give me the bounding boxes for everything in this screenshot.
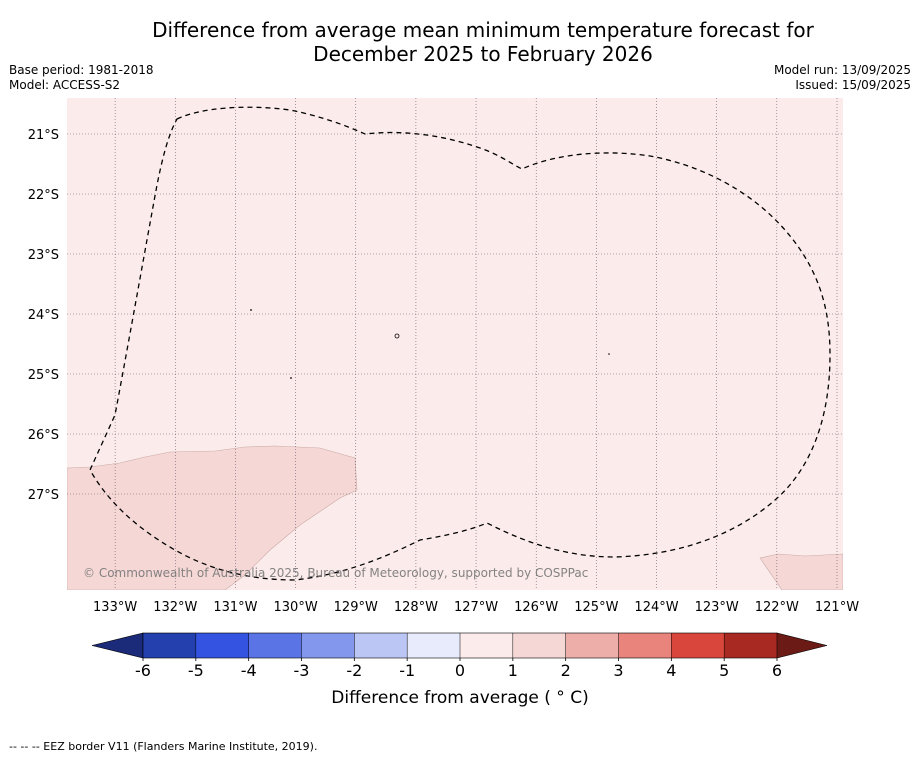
colorbar-swatch	[512, 633, 567, 658]
colorbar-tick-label: -6	[135, 661, 151, 680]
colorbar-swatch	[354, 633, 408, 658]
model-run: Model run: 13/09/2025	[773, 63, 911, 77]
latitude-label: 25°S	[28, 368, 59, 383]
colorbar-swatch	[618, 633, 672, 658]
colorbar-tick-label: 3	[613, 661, 623, 680]
issued-date: Issued: 15/09/2025	[795, 78, 911, 92]
colorbar-swatch	[724, 633, 778, 658]
longitude-label: 133°W	[93, 600, 137, 615]
colorbar-tick-label: -5	[188, 661, 204, 680]
colorbar-tick-label: 5	[719, 661, 729, 680]
colorbar-label: Difference from average ( ° C)	[331, 688, 589, 708]
longitude-label: 130°W	[274, 600, 318, 615]
longitude-label: 128°W	[394, 600, 438, 615]
longitude-label: 122°W	[755, 600, 799, 615]
eez-border-line	[89, 106, 831, 581]
latitude-labels: 21°S 22°S 23°S 24°S 25°S 26°S 27°S	[28, 128, 59, 503]
latitude-label: 24°S	[28, 308, 59, 323]
longitude-label: 121°W	[815, 600, 859, 615]
latitude-label: 21°S	[28, 128, 59, 143]
map-title: Difference from average mean minimum tem…	[0, 18, 919, 66]
colorbar-swatch	[671, 633, 725, 658]
colorbar-tick-label: 4	[666, 661, 676, 680]
colorbar-tick-label: 6	[772, 661, 782, 680]
latitude-label: 22°S	[28, 188, 59, 203]
longitude-label: 129°W	[334, 600, 378, 615]
anomaly-patch-southwest	[67, 445, 358, 590]
colorbar-over-arrow	[776, 632, 828, 659]
colorbar-swatch	[460, 633, 514, 658]
run-info: Model run: 13/09/2025 Issued: 15/09/2025	[774, 63, 911, 93]
model-name: Model: ACCESS-S2	[9, 78, 121, 92]
longitude-label: 127°W	[454, 600, 498, 615]
colorbar-tick-label: 2	[561, 661, 571, 680]
colorbar-swatch	[565, 633, 619, 658]
title-line-2: December 2025 to February 2026	[313, 42, 653, 66]
anomaly-patch-southeast	[759, 553, 843, 590]
colorbar-swatch	[407, 633, 461, 658]
longitude-label: 123°W	[695, 600, 739, 615]
island-marker	[394, 333, 400, 339]
title-line-1: Difference from average mean minimum tem…	[152, 18, 814, 42]
longitude-label: 131°W	[213, 600, 257, 615]
latitude-label: 23°S	[28, 248, 59, 263]
colorbar-tick-label: 0	[455, 661, 465, 680]
longitude-label: 132°W	[153, 600, 197, 615]
longitude-label: 126°W	[514, 600, 558, 615]
colorbar-tick-label: 1	[508, 661, 518, 680]
eez-footnote: -- -- -- EEZ border V11 (Flanders Marine…	[9, 740, 318, 753]
island-marker	[290, 377, 292, 379]
colorbar-swatch	[143, 633, 197, 658]
longitude-label: 125°W	[574, 600, 618, 615]
colorbar-tick-label: -2	[346, 661, 362, 680]
base-info: Base period: 1981-2018 Model: ACCESS-S2	[9, 63, 154, 93]
base-period: Base period: 1981-2018	[9, 63, 154, 77]
longitude-gridlines	[114, 98, 838, 590]
colorbar-swatch	[195, 633, 250, 658]
latitude-gridlines	[67, 133, 843, 495]
colorbar-tick-label: -3	[294, 661, 310, 680]
longitude-labels: 133°W 132°W 131°W 130°W 129°W 128°W 127°W 126°W…	[93, 600, 859, 615]
colorbar: -6 -5 -4 -3 -2 -1 0 1 2 3 4 5 6	[91, 632, 828, 680]
colorbar-tick-label: -4	[241, 661, 257, 680]
copyright-notice: © Commonwealth of Australia 2025, Bureau…	[83, 566, 588, 580]
island-marker	[250, 309, 252, 311]
colorbar-swatch	[248, 633, 302, 658]
latitude-label: 27°S	[28, 488, 59, 503]
colorbar-under-arrow	[91, 632, 144, 659]
colorbar-swatch	[301, 633, 355, 658]
latitude-label: 26°S	[28, 428, 59, 443]
longitude-label: 124°W	[634, 600, 678, 615]
island-marker	[608, 353, 610, 355]
colorbar-tick-label: -1	[399, 661, 415, 680]
